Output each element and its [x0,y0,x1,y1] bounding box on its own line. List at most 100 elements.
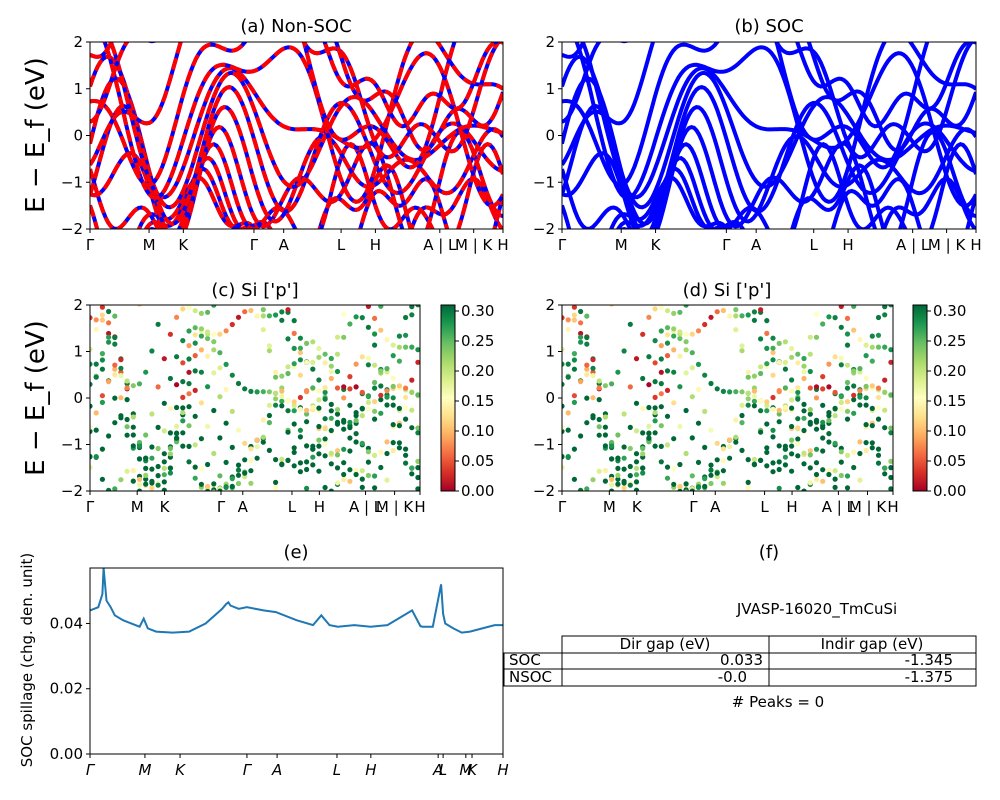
d-band-point [571,317,578,323]
c-band-point [365,362,371,368]
d-band-point [857,521,862,526]
d-band-point [751,317,758,323]
table-row-nsoc-indir: -1.375 [905,668,953,686]
c-band-point [217,240,222,245]
d-band-point [664,413,671,419]
d-band-point [634,242,639,247]
c-band-point [329,541,334,546]
a-xtick-label: H [497,236,508,254]
d-band-point [888,305,893,308]
c-band-point [211,305,217,308]
d-band-point [727,437,733,443]
d-band-point [776,459,782,465]
d-band-point [764,345,770,351]
c-band-point [229,372,235,378]
c-band-point [186,271,191,276]
d-band-point [733,505,738,510]
d-band-point [578,433,584,439]
c-band-point [248,458,254,464]
d-band-point [857,336,863,343]
d-band-point [770,372,776,378]
d-band-point [820,425,826,431]
c-band-point [378,449,384,455]
d-band-point [578,320,584,326]
c-band-point [291,345,297,351]
b-ytick-label: 2 [545,33,555,51]
d-band-point [776,443,782,449]
c-band-point [186,305,192,311]
c-band-point [112,540,117,545]
c-band-point [180,394,186,400]
d-band-point [621,455,627,461]
c-band-point [149,485,155,491]
c-band-point [261,542,266,547]
d-band-point [683,481,689,487]
d-band-point [715,521,720,526]
c-band-point [211,213,216,218]
d-band-point [782,385,789,391]
c-band-point [310,446,316,452]
c-band-point [149,411,155,417]
d-band-point [562,315,565,321]
c-band-point [359,468,365,474]
c-band-point [334,334,341,340]
c-band-point [384,477,390,483]
c-band-point [149,455,155,461]
c-band-point [254,444,260,450]
b-xtick-label: H [842,236,853,254]
a-xtick-label: L [337,236,346,254]
c-band-point [161,428,167,434]
d-band-point [869,405,875,411]
d-band-point [715,272,720,277]
e-xtick-label: Γ [86,761,96,779]
c-band-point [174,439,180,445]
d-band-point [844,379,851,386]
d-band-point [615,455,621,461]
d-band-point [609,305,615,307]
c-band-point [136,439,143,446]
d-band-point [751,456,758,462]
c-band-point [112,395,118,401]
d-band-point [578,339,584,345]
c-ytick-label: 0 [73,389,83,407]
d-band-point [646,404,652,411]
c-band-point [353,439,359,445]
c-band-point [297,335,303,341]
c-band-point [180,360,186,366]
d-band-point [745,374,751,380]
c-band-point [124,432,130,438]
d-band-point [602,467,609,474]
d-band-point [578,379,584,385]
d-band-point [702,259,707,264]
d-band-point [602,424,609,430]
d-band-point [782,446,789,452]
c-band-point [236,243,241,248]
b-xtick-label: A [751,236,762,254]
c-band-point [167,375,173,382]
d-band-point [708,427,714,433]
d-band-point [857,402,863,408]
d-band-point [863,375,869,381]
d-band-point [578,308,584,315]
c-band-point [390,402,396,408]
d-band-point [640,331,646,337]
d-band-point [870,528,875,533]
d-band-point [578,552,583,557]
d-band-point [789,345,795,352]
d-band-point [813,471,820,478]
d-band-point [813,417,820,423]
d-band-point [671,400,677,406]
c-band-point [390,440,396,446]
c-band-point [316,377,322,383]
d-band-point [807,368,813,375]
c-band-point [304,459,310,465]
panel-c-colorbar [440,304,456,492]
c-band-point [260,434,266,440]
c-band-point [156,230,161,235]
c-band-point [328,355,334,362]
d-band-point [733,307,739,313]
d-band-point [708,380,714,387]
c-band-point [415,430,420,436]
c-band-point [149,284,154,289]
